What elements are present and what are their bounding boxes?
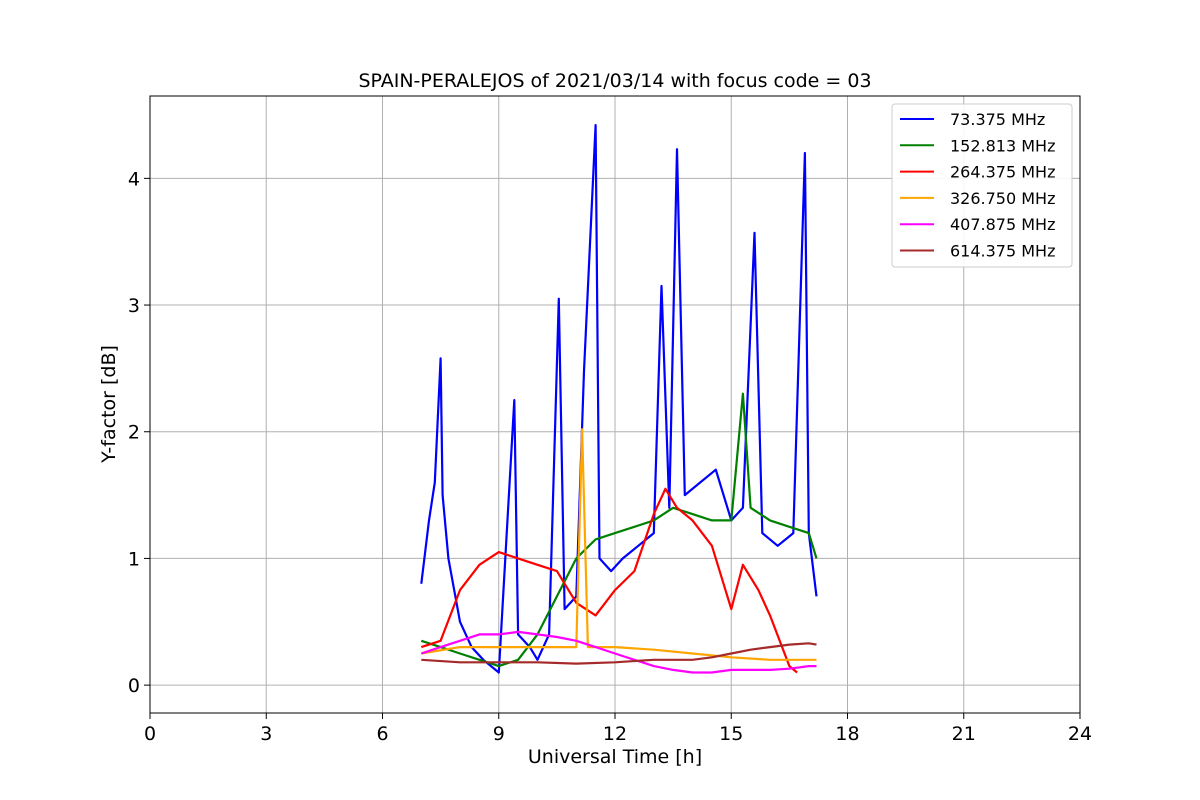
y-tick-label: 4	[128, 168, 140, 190]
x-tick-label: 0	[144, 723, 156, 745]
x-tick-label: 3	[260, 723, 272, 745]
legend-label-0: 73.375 MHz	[950, 110, 1045, 129]
x-tick-label: 24	[1068, 723, 1092, 745]
series-line-2	[420, 487, 798, 674]
legend-label-1: 152.813 MHz	[950, 136, 1055, 155]
legend-label-4: 407.875 MHz	[950, 215, 1055, 234]
series-layer	[420, 124, 818, 674]
legend-label-5: 614.375 MHz	[950, 242, 1055, 261]
x-tick-label: 18	[835, 723, 859, 745]
chart-title: SPAIN-PERALEJOS of 2021/03/14 with focus…	[358, 70, 871, 92]
legend-label-2: 264.375 MHz	[950, 163, 1055, 182]
x-axis-label: Universal Time [h]	[528, 746, 702, 768]
legend-label-3: 326.750 MHz	[950, 189, 1055, 208]
x-tick-label: 21	[952, 723, 976, 745]
legend: 73.375 MHz 152.813 MHz 264.375 MHz 326.750 …	[891, 103, 1073, 268]
y-tick-label: 1	[128, 548, 140, 570]
series-line-0	[420, 124, 818, 674]
x-tick-label: 15	[719, 723, 743, 745]
y-tick-label: 3	[128, 295, 140, 317]
series-line-3	[421, 428, 817, 661]
series-line-1	[420, 392, 818, 668]
y-axis-label: Y-factor [dB]	[98, 345, 120, 464]
y-tick-label: 2	[128, 422, 140, 444]
legend-box	[891, 103, 1073, 268]
x-tick-label: 9	[493, 723, 505, 745]
x-tick-label: 12	[603, 723, 627, 745]
series-line-5	[421, 642, 817, 665]
series-line-4	[420, 630, 817, 674]
y-tick-label: 0	[128, 675, 140, 697]
x-tick-label: 6	[376, 723, 388, 745]
